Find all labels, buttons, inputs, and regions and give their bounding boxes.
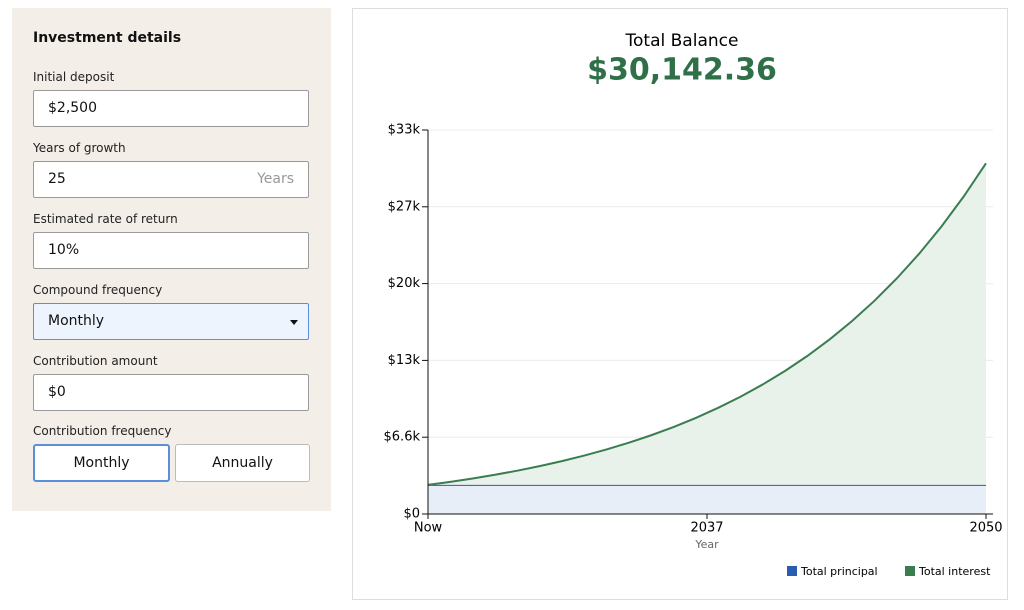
y-tick-label: $33k [388, 123, 421, 138]
chart: Total Balance $30,142.36 Year $0 $6.6k $13… [384, 31, 1003, 578]
x-tick-label: 2050 [969, 521, 1002, 536]
y-tick-label: $13k [388, 353, 421, 368]
legend-swatch [787, 566, 797, 576]
area [428, 163, 986, 485]
line [427, 162, 987, 486]
x-tick-label: 2037 [690, 521, 723, 536]
input-value: $0 [48, 384, 66, 400]
x-tick-label: Now [414, 521, 443, 536]
input-suffix: Years [257, 171, 294, 187]
field-label: Contribution amount [33, 354, 158, 368]
text-input[interactable]: $0 [33, 374, 309, 411]
y-tick-label: $0 [403, 507, 420, 522]
text-input[interactable]: 10% [33, 232, 309, 269]
field-label: Compound frequency [33, 283, 163, 297]
field-label: Initial deposit [33, 70, 115, 84]
x-axis-label: Year [694, 538, 719, 551]
input-value: Monthly [48, 313, 105, 329]
option-button[interactable]: Annually [175, 444, 310, 482]
input-value: $2,500 [48, 100, 97, 116]
field-label: Contribution frequency [33, 424, 172, 438]
select[interactable]: Monthly [33, 303, 309, 340]
y-tick-label: $6.6k [384, 430, 421, 445]
y-tick-label: $20k [388, 276, 421, 291]
legend-swatch [905, 566, 915, 576]
input-value: 10% [48, 242, 80, 258]
text-input[interactable]: $2,500 [33, 90, 309, 127]
chart-title: Total Balance [625, 31, 739, 51]
form-panel: Investment details Initial deposit $2,500… [12, 8, 331, 511]
chart-panel: Total Balance $30,142.36 Year $0 $6.6k $13… [352, 8, 1008, 600]
area [428, 484, 986, 514]
total-value: $30,142.36 [587, 53, 777, 88]
y-tick-label: $27k [388, 199, 421, 214]
input-value: 25 [48, 171, 66, 187]
caret [290, 320, 298, 325]
text-input[interactable]: 25 Years [33, 161, 309, 198]
form-title: Investment details [33, 30, 182, 46]
legend-label: Total principal [800, 565, 878, 578]
legend-label: Total interest [918, 565, 991, 578]
field-label: Years of growth [33, 141, 126, 155]
option-button[interactable]: Monthly [33, 444, 170, 482]
field-label: Estimated rate of return [33, 212, 178, 226]
